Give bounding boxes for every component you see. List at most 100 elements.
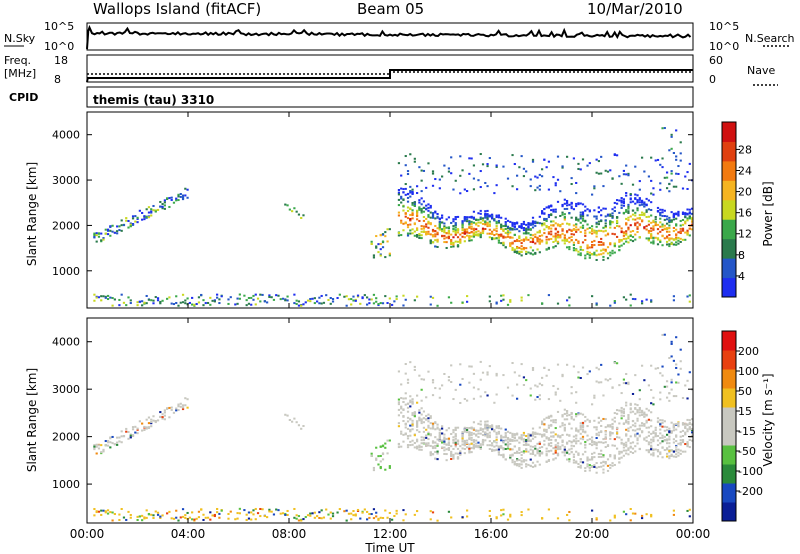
velocity-cell bbox=[372, 466, 376, 469]
power-cell bbox=[522, 232, 526, 235]
power-cell bbox=[647, 208, 651, 211]
velocity-cell bbox=[486, 444, 489, 447]
power-cell bbox=[679, 219, 682, 222]
velocity-cell bbox=[663, 449, 666, 452]
velocity-cell bbox=[427, 424, 430, 427]
power-cell bbox=[395, 295, 398, 298]
velocity-cell bbox=[554, 451, 557, 454]
power-cell bbox=[381, 246, 385, 249]
power-cell bbox=[477, 218, 480, 221]
power-cell bbox=[656, 210, 660, 213]
power-cell bbox=[675, 217, 678, 220]
power-cell bbox=[491, 238, 494, 241]
power-cell bbox=[256, 297, 260, 300]
velocity-cell bbox=[668, 356, 671, 359]
power-cell bbox=[488, 220, 491, 223]
power-cell bbox=[454, 216, 457, 219]
power-cell bbox=[611, 212, 614, 215]
power-cell bbox=[568, 223, 571, 226]
power-cell bbox=[486, 224, 489, 227]
velocity-cell bbox=[600, 441, 603, 444]
power-cell bbox=[634, 214, 637, 217]
station-title: Wallops Island (fitACF) bbox=[93, 0, 261, 18]
velocity-cell bbox=[509, 448, 512, 451]
power-cell bbox=[684, 222, 687, 225]
velocity-cell bbox=[518, 459, 521, 462]
velocity-cell bbox=[466, 439, 469, 442]
velocity-cell bbox=[579, 464, 582, 467]
velocity-cell bbox=[513, 371, 516, 374]
power-cell bbox=[375, 246, 378, 249]
power-cell bbox=[486, 165, 489, 168]
power-cell bbox=[468, 172, 471, 175]
velocity-cell bbox=[645, 513, 648, 516]
velocity-cell bbox=[506, 447, 510, 450]
velocity-cell bbox=[552, 431, 555, 434]
velocity-cell bbox=[436, 519, 439, 522]
velocity-cell bbox=[425, 428, 428, 431]
power-cell bbox=[436, 304, 439, 307]
power-cell bbox=[156, 297, 160, 300]
power-cell bbox=[579, 245, 582, 248]
velocity-cell bbox=[413, 365, 416, 368]
velocity-cell bbox=[684, 425, 687, 428]
power-cell bbox=[429, 204, 432, 207]
power-cell bbox=[611, 177, 614, 180]
power-cell bbox=[406, 196, 410, 199]
velocity-cbar-swatch bbox=[722, 502, 736, 522]
velocity-cell bbox=[404, 397, 407, 400]
power-cell bbox=[631, 229, 635, 232]
velocity-cell bbox=[470, 431, 473, 434]
velocity-cell bbox=[520, 457, 523, 460]
power-cell bbox=[550, 204, 553, 207]
power-cell bbox=[650, 221, 653, 224]
velocity-cell bbox=[431, 426, 435, 429]
power-cell bbox=[536, 186, 539, 189]
velocity-cell bbox=[170, 408, 173, 411]
power-cell bbox=[336, 297, 339, 300]
power-cell bbox=[479, 236, 482, 239]
power-cell bbox=[141, 211, 144, 214]
power-cell bbox=[472, 229, 476, 232]
power-cell bbox=[479, 231, 482, 234]
power-cell bbox=[675, 172, 678, 175]
velocity-cell bbox=[422, 438, 426, 441]
power-cell bbox=[677, 165, 680, 168]
power-cell bbox=[386, 240, 389, 243]
power-cell bbox=[129, 222, 132, 225]
velocity-cell bbox=[409, 428, 412, 431]
power-y-tick-label: 1000 bbox=[52, 265, 80, 278]
power-cell bbox=[556, 223, 560, 226]
velocity-cell bbox=[647, 431, 651, 434]
velocity-cell bbox=[275, 508, 278, 511]
velocity-cell bbox=[413, 415, 416, 418]
velocity-cell bbox=[618, 384, 621, 387]
power-cell bbox=[668, 190, 671, 193]
velocity-cell bbox=[468, 451, 471, 454]
power-cell bbox=[454, 232, 457, 235]
velocity-cell bbox=[690, 439, 694, 442]
power-cell bbox=[477, 234, 480, 237]
velocity-cell bbox=[627, 381, 630, 384]
velocity-cell bbox=[111, 442, 114, 445]
power-cell bbox=[684, 175, 687, 178]
velocity-cell bbox=[411, 402, 414, 405]
power-cell bbox=[325, 294, 328, 297]
velocity-cell bbox=[409, 424, 412, 427]
power-cell bbox=[427, 162, 430, 165]
velocity-cell bbox=[536, 442, 539, 445]
power-cell bbox=[606, 213, 610, 216]
velocity-cell bbox=[447, 448, 451, 451]
power-cell bbox=[536, 236, 539, 239]
power-cell bbox=[379, 253, 382, 256]
velocity-cell bbox=[647, 426, 651, 429]
velocity-cell bbox=[688, 438, 691, 441]
velocity-cell bbox=[538, 454, 541, 457]
velocity-cell bbox=[645, 407, 648, 410]
velocity-cell bbox=[575, 437, 578, 440]
velocity-cell bbox=[565, 450, 569, 453]
velocity-cell bbox=[411, 412, 414, 415]
velocity-cell bbox=[622, 454, 626, 457]
velocity-cell bbox=[540, 452, 544, 455]
velocity-cell bbox=[400, 432, 403, 435]
